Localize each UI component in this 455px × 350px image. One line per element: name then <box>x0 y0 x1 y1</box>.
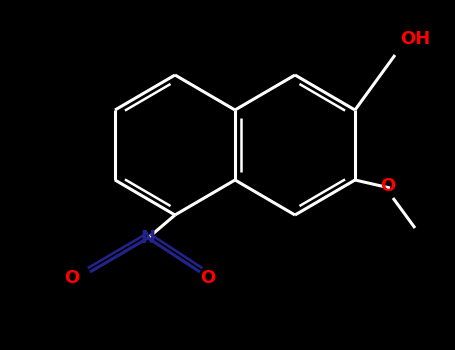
Text: N: N <box>141 229 156 247</box>
Text: O: O <box>380 177 396 195</box>
Text: OH: OH <box>400 30 430 48</box>
Text: O: O <box>200 269 216 287</box>
Text: O: O <box>64 269 80 287</box>
